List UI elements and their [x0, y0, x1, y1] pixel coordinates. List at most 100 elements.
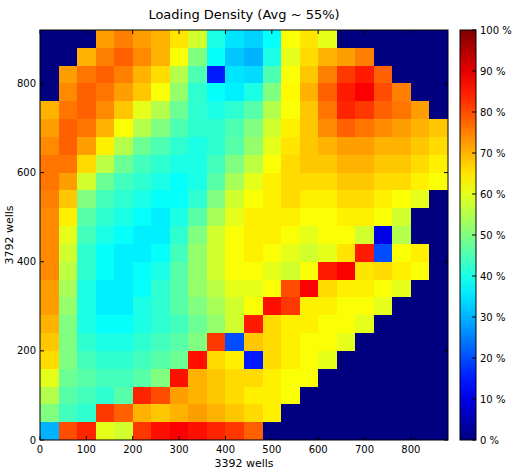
- cell: [281, 387, 300, 405]
- cell: [300, 351, 319, 369]
- cell: [337, 48, 356, 66]
- cell: [207, 66, 226, 84]
- cell: [300, 30, 319, 48]
- cell: [170, 297, 189, 315]
- cell: [374, 315, 393, 333]
- cell: [263, 226, 282, 244]
- x-tick-top: [86, 30, 87, 34]
- cell: [170, 190, 189, 208]
- cell: [207, 369, 226, 387]
- cell: [225, 83, 244, 101]
- colorbar-tick: [472, 358, 476, 359]
- cell: [263, 119, 282, 137]
- cell: [225, 226, 244, 244]
- cell: [300, 315, 319, 333]
- colorbar-tick: [472, 399, 476, 400]
- cell: [225, 190, 244, 208]
- colorbar-tick-label: 70 %: [480, 148, 505, 159]
- cell: [225, 297, 244, 315]
- cell: [318, 369, 337, 387]
- x-tick-top: [179, 30, 180, 34]
- cell: [96, 422, 115, 440]
- cell: [429, 173, 448, 191]
- cell: [300, 262, 319, 280]
- cell: [207, 101, 226, 119]
- cell: [392, 173, 411, 191]
- cell: [392, 101, 411, 119]
- colorbar-tick-label: 80 %: [480, 107, 505, 118]
- cell: [281, 173, 300, 191]
- cell: [96, 101, 115, 119]
- cell: [40, 244, 59, 262]
- cell: [114, 155, 133, 173]
- cell: [188, 297, 207, 315]
- x-axis-label: 3392 wells: [214, 457, 273, 470]
- cell: [188, 387, 207, 405]
- cell: [318, 173, 337, 191]
- cell: [337, 262, 356, 280]
- cell: [133, 155, 152, 173]
- cell: [244, 262, 263, 280]
- cell: [114, 30, 133, 48]
- cell: [114, 208, 133, 226]
- cell: [225, 333, 244, 351]
- x-tick-label: 200: [123, 444, 142, 455]
- cell: [374, 101, 393, 119]
- cell: [244, 119, 263, 137]
- cell: [374, 422, 393, 440]
- cell: [170, 369, 189, 387]
- cell: [77, 155, 96, 173]
- cell: [207, 422, 226, 440]
- cell: [114, 66, 133, 84]
- cell: [392, 66, 411, 84]
- cell: [59, 155, 78, 173]
- cell: [96, 262, 115, 280]
- cell: [225, 137, 244, 155]
- cell: [77, 48, 96, 66]
- cell: [151, 404, 170, 422]
- x-tick: [132, 436, 133, 440]
- plot-background: [40, 30, 448, 440]
- cell: [281, 404, 300, 422]
- cell: [170, 280, 189, 298]
- cell: [300, 119, 319, 137]
- colorbar-tick-label: 30 %: [480, 312, 505, 323]
- cell: [40, 101, 59, 119]
- cell: [225, 280, 244, 298]
- x-tick-top: [318, 30, 319, 34]
- cell: [40, 280, 59, 298]
- x-tick-label: 400: [216, 444, 235, 455]
- cell: [96, 333, 115, 351]
- cell: [355, 48, 374, 66]
- cell: [188, 83, 207, 101]
- cell: [114, 48, 133, 66]
- x-tick-label: 100: [77, 444, 96, 455]
- cell: [59, 226, 78, 244]
- cell: [429, 297, 448, 315]
- cell: [59, 48, 78, 66]
- cell: [300, 333, 319, 351]
- cell: [337, 101, 356, 119]
- cell: [411, 333, 430, 351]
- cell: [281, 262, 300, 280]
- cell: [225, 351, 244, 369]
- cell: [392, 422, 411, 440]
- cell: [411, 190, 430, 208]
- cell: [263, 262, 282, 280]
- cell: [96, 30, 115, 48]
- cell: [133, 280, 152, 298]
- cell: [300, 155, 319, 173]
- cell: [318, 280, 337, 298]
- cell: [281, 280, 300, 298]
- cell: [151, 155, 170, 173]
- cell: [40, 226, 59, 244]
- cell: [96, 297, 115, 315]
- cell: [133, 83, 152, 101]
- cell: [355, 404, 374, 422]
- cell: [77, 297, 96, 315]
- cell: [77, 404, 96, 422]
- cell: [207, 155, 226, 173]
- cell: [392, 190, 411, 208]
- colorbar-tick: [472, 440, 476, 441]
- cell: [411, 226, 430, 244]
